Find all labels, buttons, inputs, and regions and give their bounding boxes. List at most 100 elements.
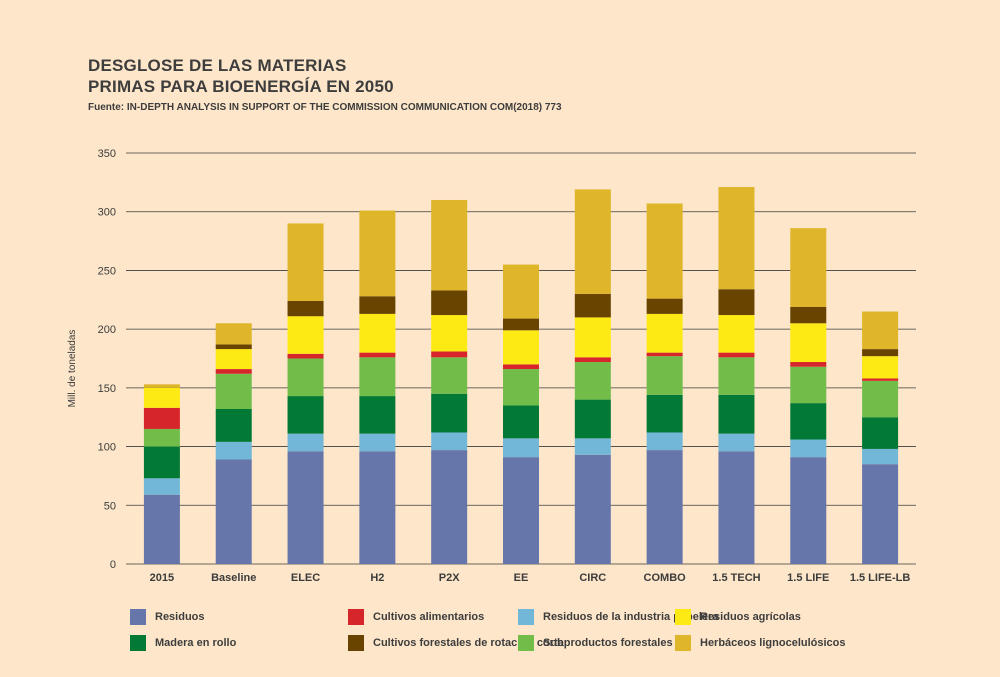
bar-segment	[862, 464, 899, 564]
bar-segment	[862, 349, 899, 357]
bar-segment	[646, 450, 683, 564]
legend-swatch	[675, 609, 691, 625]
bar-segment	[215, 323, 252, 345]
x-tick-label: Baseline	[211, 572, 256, 584]
bar-segment	[431, 357, 468, 394]
y-tick-label: 100	[98, 442, 116, 454]
bar-segment	[790, 366, 827, 404]
bar-segment	[790, 439, 827, 458]
bar-segment	[143, 428, 180, 447]
x-tick-label: ELEC	[291, 572, 320, 584]
legend-swatch	[348, 635, 364, 651]
x-tick-label: COMBO	[644, 572, 687, 584]
bar-segment	[646, 352, 683, 357]
bar-segment	[287, 316, 324, 354]
bar-segment	[862, 380, 899, 418]
bar-segment	[359, 433, 396, 452]
legend-swatch	[130, 609, 146, 625]
bar-segment	[431, 450, 468, 564]
bar-segment	[862, 417, 899, 449]
bar-segment	[431, 315, 468, 352]
bar-segment	[215, 344, 252, 350]
bar-segment	[143, 494, 180, 564]
legend-swatch	[130, 635, 146, 651]
bar-segment	[215, 349, 252, 370]
bar-segment	[646, 298, 683, 314]
bar-segment	[646, 432, 683, 451]
bar-segment	[862, 356, 899, 379]
bar-segment	[215, 459, 252, 564]
bar-segment	[503, 364, 539, 370]
bar-segment	[718, 433, 755, 452]
legend-swatch	[348, 609, 364, 625]
legend-label: Subproductos forestales	[543, 637, 673, 649]
bar-segment	[646, 203, 683, 299]
y-tick-label: 200	[98, 324, 116, 336]
bar-segment	[862, 378, 899, 381]
bar-segment	[718, 357, 755, 395]
legend-item: Residuos agrícolas	[675, 609, 801, 625]
bar-segment	[359, 451, 396, 564]
bar-segment	[359, 396, 396, 434]
x-tick-label: EE	[514, 572, 529, 584]
bar-segment	[287, 223, 324, 301]
bar-segment	[431, 432, 468, 451]
legend-item: Cultivos forestales de rotación corta	[348, 635, 564, 651]
bar-segment	[431, 199, 468, 291]
bar-segment	[143, 478, 180, 495]
legend-label: Herbáceos lignocelulósicos	[700, 637, 846, 649]
y-tick-label: 50	[104, 500, 116, 512]
bar-segment	[790, 362, 827, 367]
bar-segment	[718, 451, 755, 564]
legend-swatch	[518, 635, 534, 651]
bar-segment	[143, 384, 180, 388]
x-tick-label: 1.5 LIFE-LB	[850, 572, 911, 584]
bar-segment	[287, 433, 324, 452]
bar-segment	[862, 311, 899, 350]
y-tick-label: 250	[98, 265, 116, 277]
bar-segment	[359, 357, 396, 397]
bar-segment	[287, 396, 324, 434]
y-tick-label: 350	[98, 148, 116, 160]
bar-segment	[718, 289, 755, 316]
y-axis-label: Mill. de toneladas	[67, 330, 78, 408]
bar-segment	[790, 228, 827, 307]
bar-segment	[574, 399, 611, 439]
bar-segment	[503, 318, 539, 331]
bar-segment	[718, 315, 755, 353]
bar-segment	[215, 373, 252, 409]
bar-segment	[215, 408, 252, 442]
bar-segment	[287, 451, 324, 564]
bar-segment	[431, 290, 468, 316]
bar-segment	[574, 189, 611, 294]
bar-segment	[503, 264, 539, 319]
bar-segment	[359, 352, 396, 358]
chart-title-line-1: DESGLOSE DE LAS MATERIAS	[88, 56, 347, 75]
bar-segment	[359, 296, 396, 314]
bar-segment	[143, 446, 180, 479]
chart-source: Fuente: IN-DEPTH ANALYSIS IN SUPPORT OF …	[88, 102, 562, 113]
chart-legend: Residuos Madera en rollo Cultivos alimenta…	[130, 609, 930, 659]
bar-segment	[215, 369, 252, 374]
legend-item: Cultivos alimentarios	[348, 609, 484, 625]
bar-segment	[574, 362, 611, 400]
legend-item: Residuos	[130, 609, 205, 625]
y-tick-label: 300	[98, 207, 116, 219]
bar-segment	[359, 313, 396, 353]
bar-segment	[646, 313, 683, 353]
bar-segment	[287, 358, 324, 397]
bar-segment	[646, 356, 683, 395]
bar-segment	[143, 387, 180, 408]
bar-segment	[574, 317, 611, 358]
x-tick-label: H2	[370, 572, 384, 584]
legend-swatch	[518, 609, 534, 625]
legend-item: Subproductos forestales	[518, 635, 673, 651]
x-tick-label: P2X	[439, 572, 460, 584]
legend-swatch	[675, 635, 691, 651]
x-tick-label: 1.5 LIFE	[787, 572, 829, 584]
bar-segment	[574, 454, 611, 564]
bar-segment	[790, 306, 827, 324]
bar-segment	[359, 210, 396, 297]
bar-segment	[431, 393, 468, 433]
bar-segment	[503, 330, 539, 365]
